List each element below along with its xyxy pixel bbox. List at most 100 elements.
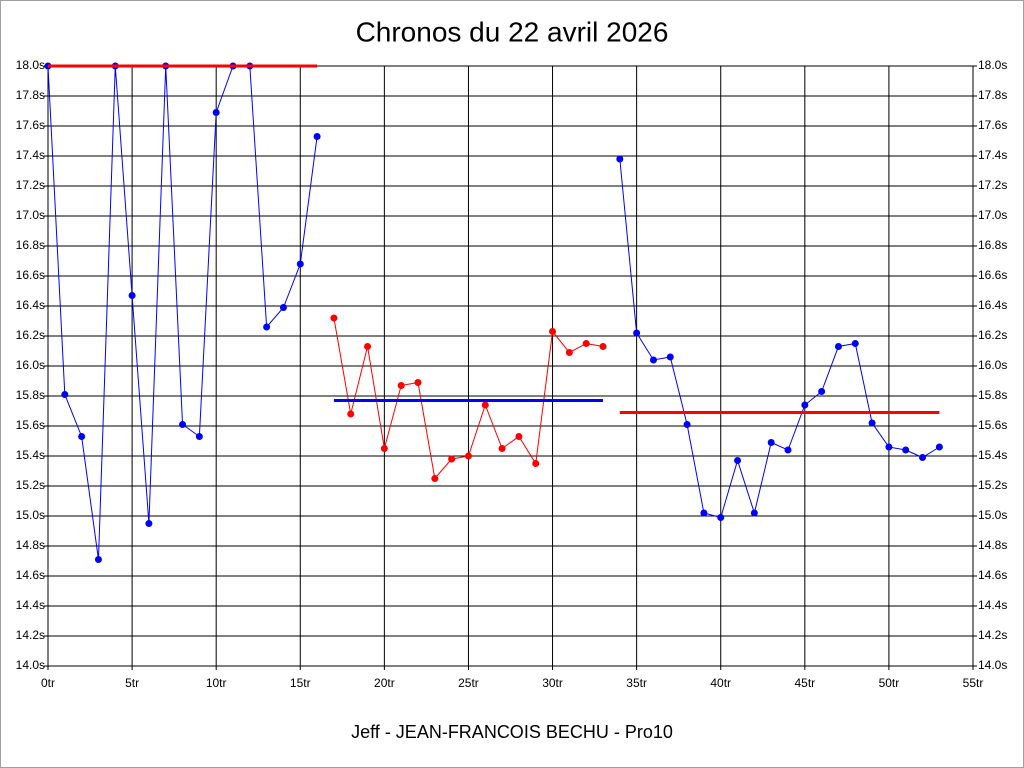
y-tick-label: 17.2s — [16, 178, 45, 192]
data-point — [145, 520, 153, 527]
y2-tick-label: 15.0s — [978, 508, 1007, 522]
x-tick-label: 0tr — [41, 676, 55, 690]
y-tick-label: 15.8s — [16, 388, 45, 402]
y-tick-label: 14.8s — [16, 538, 45, 552]
x-tick-label: 55tr — [963, 676, 984, 690]
data-point — [532, 460, 540, 467]
x-tick-label: 35tr — [626, 676, 647, 690]
y2-tick-label: 16.0s — [978, 358, 1007, 372]
y-tick-label: 17.8s — [16, 88, 45, 102]
y2-tick-label: 14.8s — [978, 538, 1007, 552]
data-point — [734, 457, 742, 464]
y2-tick-label: 15.6s — [978, 418, 1007, 432]
data-point — [347, 410, 355, 418]
y-tick-label: 16.8s — [16, 238, 45, 252]
data-point — [296, 260, 304, 268]
data-point — [683, 421, 691, 428]
data-point — [313, 133, 321, 140]
data-point — [801, 401, 809, 409]
y-tick-label: 16.2s — [16, 328, 45, 342]
x-tick-label: 5tr — [125, 676, 139, 690]
data-point — [515, 433, 523, 440]
y2-tick-label: 17.0s — [978, 208, 1007, 222]
y2-tick-label: 16.8s — [978, 238, 1007, 252]
chart-title: Chronos du 22 avril 2026 — [356, 16, 669, 47]
data-point — [818, 388, 826, 395]
x-tick-label: 15tr — [290, 676, 311, 690]
y2-tick-label: 15.8s — [978, 388, 1007, 402]
data-point — [330, 314, 338, 322]
y2-tick-label: 17.2s — [978, 178, 1007, 192]
x-tick-label: 25tr — [458, 676, 479, 690]
y2-tick-label: 14.0s — [978, 658, 1007, 672]
y-tick-label: 16.6s — [16, 268, 45, 282]
data-point — [498, 445, 506, 452]
data-point — [616, 155, 624, 163]
data-point — [195, 433, 203, 440]
data-point — [380, 445, 388, 452]
data-point — [582, 340, 590, 347]
data-point — [750, 509, 758, 517]
data-point — [599, 343, 607, 350]
y2-tick-label: 14.6s — [978, 568, 1007, 582]
y2-tick-label: 17.8s — [978, 88, 1007, 102]
data-point — [78, 433, 86, 440]
y2-tick-label: 18.0s — [978, 58, 1007, 72]
data-point — [94, 556, 102, 563]
data-point — [666, 353, 674, 361]
x-tick-label: 45tr — [794, 676, 815, 690]
plot-border — [47, 65, 974, 667]
data-point — [179, 421, 187, 428]
data-point — [431, 475, 439, 482]
y-tick-label: 14.4s — [16, 598, 45, 612]
y2-tick-label: 15.2s — [978, 478, 1007, 492]
data-point — [448, 455, 456, 463]
data-point — [834, 343, 842, 350]
y-tick-label: 17.0s — [16, 208, 45, 222]
y2-tick-label: 16.6s — [978, 268, 1007, 282]
y2-tick-label: 14.4s — [978, 598, 1007, 612]
x-tick-label: 40tr — [710, 676, 731, 690]
data-point — [649, 356, 657, 364]
y2-tick-label: 17.4s — [978, 148, 1007, 162]
data-point — [784, 446, 792, 454]
data-point — [700, 509, 708, 517]
y2-tick-label: 15.4s — [978, 448, 1007, 462]
y-tick-label: 15.4s — [16, 448, 45, 462]
data-point — [851, 340, 859, 347]
y-tick-label: 17.6s — [16, 118, 45, 132]
x-tick-label: 20tr — [374, 676, 395, 690]
x-tick-label: 10tr — [206, 676, 227, 690]
data-point — [61, 391, 69, 398]
data-point — [885, 443, 893, 451]
data-point — [868, 419, 876, 427]
y-tick-label: 14.0s — [16, 658, 45, 672]
data-point — [565, 349, 573, 356]
x-tick-label: 50tr — [879, 676, 900, 690]
y-tick-label: 16.4s — [16, 298, 45, 312]
x-axis-label: Jeff - JEAN-FRANCOIS BECHU - Pro10 — [351, 722, 673, 742]
y2-tick-label: 16.2s — [978, 328, 1007, 342]
data-line — [619, 158, 940, 519]
y-tick-label: 16.0s — [16, 358, 45, 372]
data-point — [279, 304, 287, 311]
y-tick-label: 14.2s — [16, 628, 45, 642]
data-point — [364, 343, 372, 350]
y-tick-label: 18.0s — [16, 58, 45, 72]
data-point — [464, 452, 472, 460]
y-tick-label: 17.4s — [16, 148, 45, 162]
data-point — [902, 446, 910, 454]
y2-tick-label: 16.4s — [978, 298, 1007, 312]
data-point — [397, 382, 405, 389]
y-tick-label: 15.6s — [16, 418, 45, 432]
x-tick-label: 30tr — [542, 676, 563, 690]
y-tick-label: 15.2s — [16, 478, 45, 492]
y2-tick-label: 17.6s — [978, 118, 1007, 132]
data-point — [935, 443, 943, 451]
data-point — [414, 379, 422, 386]
data-point — [717, 514, 725, 521]
data-point — [212, 109, 220, 116]
y-tick-label: 15.0s — [16, 508, 45, 522]
